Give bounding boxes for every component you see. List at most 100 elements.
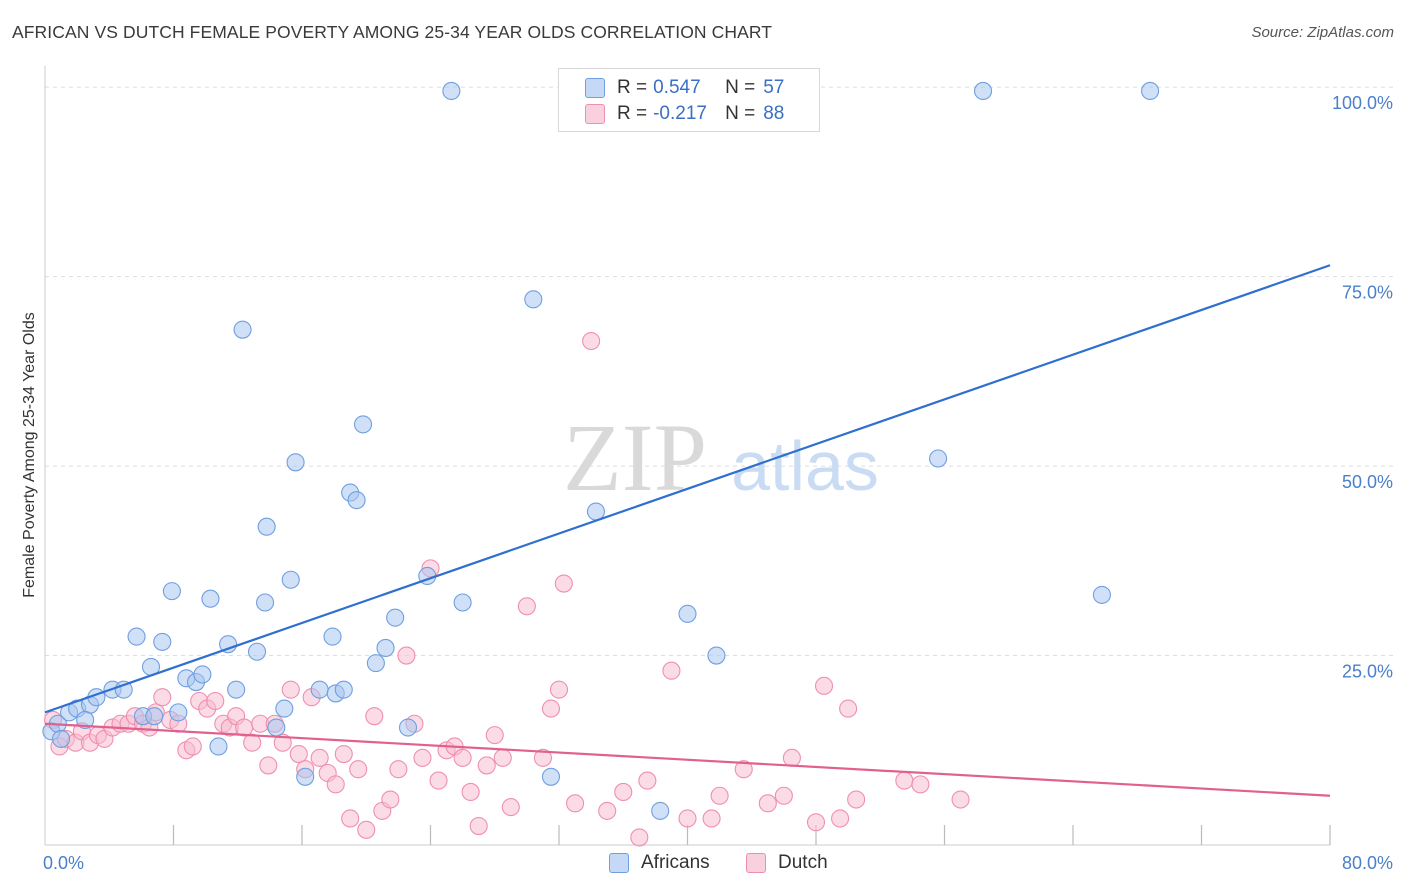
dutch-points	[43, 331, 970, 847]
legend-item-dutch[interactable]: Dutch	[746, 852, 828, 874]
dutch-point	[710, 786, 729, 805]
dutch-point	[310, 748, 329, 767]
dutch-point	[734, 760, 753, 779]
africans-point	[219, 635, 238, 654]
watermark-zip: ZIP	[563, 404, 707, 511]
dutch-point	[638, 771, 657, 790]
legend-r-label: R =	[617, 77, 648, 98]
africans-point	[334, 680, 353, 699]
dutch-point	[289, 745, 308, 764]
source-label: Source: ZipAtlas.com	[1251, 24, 1394, 41]
africans-trend-line	[44, 264, 1331, 714]
africans-point	[52, 729, 71, 748]
africans-point	[296, 767, 315, 786]
dutch-point	[554, 574, 573, 593]
dutch-point	[847, 790, 866, 809]
dutch-point	[365, 707, 384, 726]
africans-point	[127, 627, 146, 646]
dutch-point	[153, 688, 172, 707]
dutch-point	[782, 748, 801, 767]
africans-point	[267, 718, 286, 737]
axes	[44, 66, 1331, 846]
x-tick-label: 0.0%	[43, 853, 84, 873]
dutch-point	[895, 771, 914, 790]
dutch-point	[814, 676, 834, 695]
dutch-point	[357, 820, 376, 839]
legend-item-africans[interactable]: Africans	[609, 852, 710, 874]
legend-swatch-africans	[609, 853, 629, 873]
africans-point	[227, 680, 246, 699]
correlation-legend: R = 0.547 N = 57 R = -0.217 N = 88	[558, 68, 820, 132]
africans-point	[376, 638, 395, 658]
dutch-point	[341, 809, 360, 828]
africans-point	[209, 737, 228, 756]
africans-point	[678, 604, 697, 623]
dutch-point	[806, 813, 826, 832]
africans-points	[42, 81, 1160, 820]
legend-r-value: 0.547	[653, 77, 701, 98]
dutch-point	[183, 737, 202, 756]
africans-point	[453, 593, 472, 612]
africans-point	[76, 710, 95, 730]
dutch-point	[485, 726, 504, 745]
dutch-point	[493, 748, 512, 767]
africans-point	[256, 593, 275, 612]
legend-swatch-africans	[585, 78, 605, 98]
y-tick-label: 100.0%	[1332, 93, 1393, 113]
dutch-point	[598, 801, 617, 820]
dutch-point	[469, 817, 488, 836]
africans-point	[145, 707, 164, 726]
dutch-point	[501, 798, 520, 817]
dutch-point	[334, 745, 353, 764]
chart-title: AFRICAN VS DUTCH FEMALE POVERTY AMONG 25…	[12, 22, 773, 42]
legend-row-dutch: R = -0.217 N = 88	[559, 101, 784, 127]
dutch-point	[429, 771, 448, 790]
dutch-point	[381, 790, 400, 809]
dutch-point	[533, 748, 552, 767]
dutch-point	[326, 775, 345, 794]
series-legend: Africans Dutch	[0, 852, 1406, 876]
dutch-point	[541, 699, 561, 718]
dutch-point	[453, 748, 472, 767]
africans-point	[1092, 585, 1111, 604]
legend-swatch-dutch	[746, 853, 766, 873]
africans-point	[257, 517, 276, 536]
africans-point	[973, 81, 993, 100]
dutch-point	[461, 782, 480, 802]
africans-point	[651, 801, 670, 820]
dutch-point	[243, 733, 262, 752]
africans-point	[524, 290, 543, 309]
dutch-point	[702, 809, 721, 828]
dutch-point	[662, 661, 681, 680]
africans-point	[353, 415, 373, 434]
africans-point	[247, 642, 267, 661]
africans-point	[386, 608, 405, 627]
africans-point	[929, 449, 948, 468]
dutch-point	[678, 809, 697, 828]
dutch-point	[758, 794, 777, 813]
legend-r-value: -0.217	[653, 103, 707, 124]
dutch-point	[582, 331, 601, 351]
africans-point	[398, 718, 418, 737]
dutch-point	[281, 680, 300, 699]
legend-r-label: R =	[617, 103, 648, 124]
legend-n-value: 57	[763, 77, 785, 98]
x-tick-label: 80.0%	[1342, 853, 1393, 873]
dutch-point	[397, 646, 416, 665]
dutch-point	[614, 782, 633, 802]
dutch-point	[206, 691, 225, 711]
dutch-point	[951, 790, 970, 809]
dutch-point	[839, 699, 858, 718]
africans-point	[153, 632, 172, 651]
africans-point	[310, 680, 329, 699]
africans-point	[442, 81, 461, 100]
dutch-point	[549, 680, 569, 699]
africans-point	[286, 453, 305, 472]
y-tick-label: 25.0%	[1342, 662, 1393, 682]
africans-point	[233, 320, 252, 339]
africans-point	[275, 699, 294, 718]
dutch-point	[911, 775, 930, 794]
africans-point	[201, 589, 220, 608]
dutch-point	[630, 828, 649, 847]
legend-row-africans: R = 0.547 N = 57	[559, 75, 784, 101]
